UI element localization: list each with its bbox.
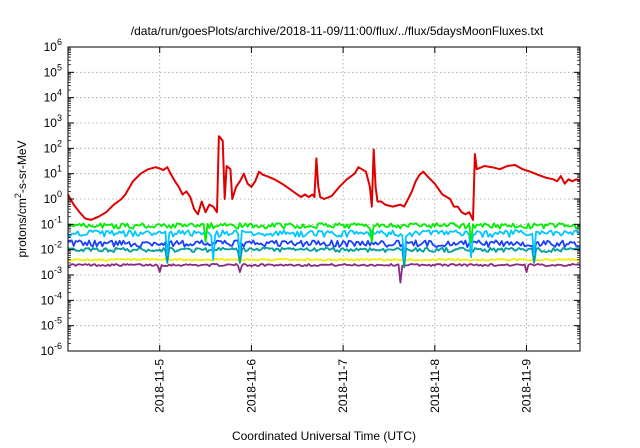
y-tick-exp: -3 (54, 265, 62, 275)
chart-title: /data/run/goesPlots/archive/2018-11-09/1… (131, 24, 544, 38)
series-line-7 (67, 263, 581, 284)
y-tick-label: 104 (44, 88, 62, 105)
series-line-4 (67, 239, 581, 261)
y-axis-label-sup: 2 (13, 193, 23, 198)
y-axis-label-prefix: protons/cm (15, 198, 29, 257)
y-tick-label: 10-2 (41, 240, 62, 257)
y-tick-label: 10-1 (41, 214, 62, 231)
x-tick-label: 2018-11-6 (244, 359, 258, 413)
y-tick-exp: 2 (57, 138, 62, 148)
y-tick-label: 10-6 (41, 341, 62, 358)
y-tick-base: 10 (44, 167, 58, 181)
y-tick-label: 101 (44, 164, 62, 181)
y-tick-exp: 4 (57, 88, 62, 98)
y-tick-base: 10 (44, 65, 58, 79)
y-tick-label: 105 (44, 62, 62, 79)
y-tick-exp: -6 (54, 341, 62, 351)
y-tick-base: 10 (41, 344, 55, 358)
y-tick-base: 10 (41, 217, 55, 231)
y-tick-exp: 3 (57, 113, 62, 123)
x-tick-label: 2018-11-8 (428, 359, 442, 413)
series-line-3 (67, 229, 581, 261)
y-tick-label: 102 (44, 138, 62, 155)
y-tick-exp: 1 (57, 164, 62, 174)
y-tick-exp: -1 (54, 214, 62, 224)
y-tick-label: 10-5 (41, 316, 62, 333)
y-tick-exp: 0 (57, 189, 62, 199)
y-tick-base: 10 (41, 268, 55, 282)
y-tick-base: 10 (44, 40, 58, 54)
y-tick-exp: 5 (57, 62, 62, 72)
y-tick-base: 10 (44, 192, 58, 206)
series-line-5 (67, 246, 581, 269)
x-tick-label: 2018-11-5 (153, 359, 167, 413)
y-tick-base: 10 (41, 243, 55, 257)
y-tick-base: 10 (44, 116, 58, 130)
y-tick-label: 103 (44, 113, 62, 130)
y-axis-label-suffix: -s-sr-MeV (15, 140, 29, 193)
x-tick-label: 2018-11-7 (336, 359, 350, 413)
series-line-6 (67, 258, 581, 262)
y-tick-base: 10 (44, 141, 58, 155)
y-tick-base: 10 (41, 319, 55, 333)
y-tick-exp: 6 (57, 37, 62, 47)
axis-ticks: 10-610-510-410-310-210-11001011021031041… (41, 37, 580, 413)
series-line-1 (67, 135, 581, 221)
x-axis-label: Coordinated Universal Time (UTC) (232, 429, 416, 443)
x-tick-label: 2018-11-9 (520, 359, 534, 413)
series-group (67, 135, 581, 284)
y-tick-label: 10-4 (41, 290, 62, 307)
y-tick-label: 10-3 (41, 265, 62, 282)
y-tick-exp: -2 (54, 240, 62, 250)
y-tick-exp: -4 (54, 290, 62, 300)
y-tick-base: 10 (41, 293, 55, 307)
y-tick-label: 100 (44, 189, 62, 206)
y-axis-label: protons/cm2-s-sr-MeV (13, 140, 29, 257)
y-tick-exp: -5 (54, 316, 62, 326)
series-line-2 (67, 222, 581, 243)
y-tick-base: 10 (44, 91, 58, 105)
y-tick-label: 106 (44, 37, 62, 54)
